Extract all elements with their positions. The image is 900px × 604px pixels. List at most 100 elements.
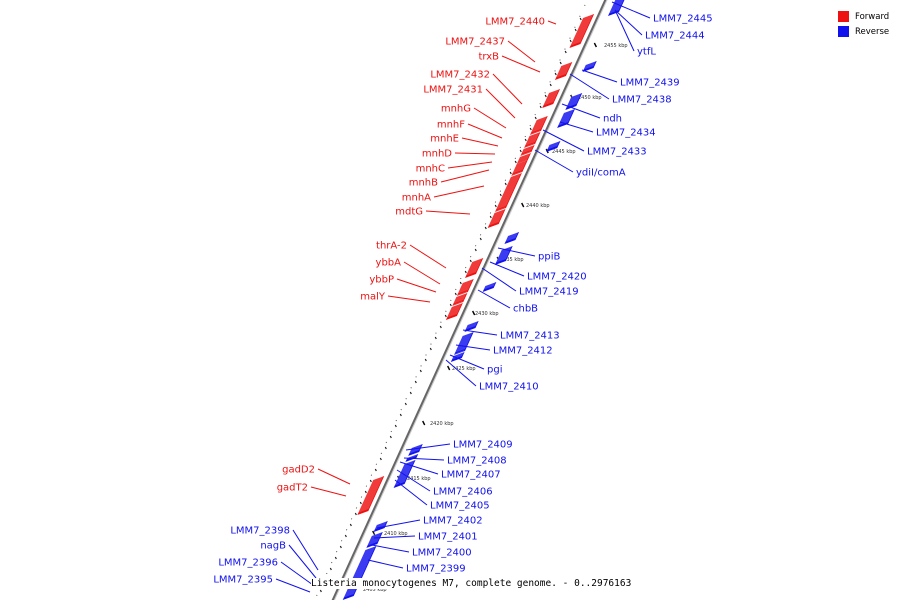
minor-tick: [424, 358, 427, 362]
tick-label: 2455 kbp: [604, 43, 628, 49]
gene-label: LMM7_2410: [479, 382, 539, 393]
reverse-swatch: [838, 26, 849, 37]
forward-gene-block: [456, 277, 474, 296]
tick-mark: [422, 420, 426, 426]
minor-tick: [564, 50, 567, 54]
minor-tick: [359, 501, 362, 505]
gene-label-group: LMM7_2413: [462, 329, 560, 342]
forward-gene-block: [569, 12, 595, 48]
gene-label-group: mnhG: [441, 104, 507, 129]
tick-label: 2450 kbp: [578, 95, 602, 101]
minor-tick: [519, 149, 522, 153]
minor-tick: [504, 182, 507, 186]
reverse-gene-block: [408, 442, 423, 456]
gene-label: mnhB: [409, 178, 438, 189]
tick-mark: [472, 310, 476, 316]
gene-label-group: trxB: [478, 52, 541, 73]
forward-gene-block: [464, 256, 484, 278]
gene-label: malY: [360, 292, 386, 303]
minor-tick: [364, 490, 367, 494]
gene-label-group: LMM7_2396: [218, 558, 314, 586]
gene-label-group: LMM7_2402: [376, 516, 483, 529]
gene-label: LMM7_2409: [453, 440, 513, 451]
forward-gene-block: [452, 291, 468, 306]
forward-gene-block: [511, 158, 528, 176]
forward-gene-block: [445, 301, 463, 320]
minor-tick: [554, 72, 557, 76]
gene-label: trxB: [478, 52, 499, 63]
minor-tick: [399, 413, 402, 417]
forward-gene-block: [487, 207, 506, 228]
minor-tick: [339, 545, 342, 549]
gene-label-group: LMM7_2445: [611, 1, 713, 25]
gene-label-group: mnhC: [416, 161, 493, 175]
reverse-gene-block: [464, 319, 479, 332]
minor-tick: [464, 270, 467, 274]
backbone-line: [329, 0, 607, 604]
gene-label: LMM7_2399: [406, 564, 466, 575]
reverse-gene-block: [504, 230, 520, 244]
gene-label-group: nagB: [260, 541, 317, 579]
tick-label: 2415 kbp: [407, 476, 431, 482]
gene-label: LMM7_2405: [430, 501, 490, 512]
gene-label-group: LMM7_2439: [581, 69, 680, 89]
gene-label-group: LMM7_2399: [367, 559, 466, 575]
gene-label-group: ydiI/comA: [534, 149, 626, 179]
gene-label-group: pgi: [449, 354, 502, 376]
tick-mark: [521, 202, 525, 208]
reverse-gene-block: [557, 107, 575, 128]
gene-label: pgi: [487, 365, 502, 376]
gene-label-group: chbB: [477, 289, 538, 315]
legend-forward: Forward: [838, 9, 889, 24]
minor-tick: [319, 589, 322, 593]
gene-label-group: LMM7_2440: [485, 17, 557, 28]
minor-tick: [444, 314, 447, 318]
minor-tick: [429, 347, 432, 351]
gene-label: LMM7_2398: [230, 526, 290, 537]
strand-guide: [312, 0, 588, 604]
gene-label: LMM7_2419: [519, 287, 579, 298]
forward-gene-block: [554, 60, 573, 80]
gene-label: mnhG: [441, 104, 471, 115]
minor-tick: [439, 325, 442, 329]
minor-tick: [369, 479, 372, 483]
gene-label-group: mdtG: [395, 207, 471, 218]
reverse-gene-block: [608, 0, 625, 16]
gene-label: LMM7_2402: [423, 516, 483, 527]
tick-label: 2405 kbp: [363, 587, 387, 593]
forward-gene-block: [529, 114, 548, 135]
gene-label: LMM7_2413: [500, 331, 560, 342]
gene-label-group: mnhD: [422, 149, 496, 160]
minor-tick: [499, 193, 502, 197]
genome-caption: Listeria monocytogenes M7, complete geno…: [311, 578, 632, 589]
tick-label: 2430 kbp: [475, 311, 499, 317]
minor-tick: [349, 523, 352, 527]
gene-label: ybbP: [369, 275, 394, 286]
gene-label: nagB: [260, 541, 286, 552]
minor-tick: [574, 28, 577, 32]
reverse-gene-block: [546, 139, 561, 152]
gene-label: mdtG: [395, 207, 423, 218]
gene-label: thrA-2: [376, 241, 407, 252]
minor-tick: [484, 226, 487, 230]
gene-label: LMM7_2395: [213, 575, 273, 586]
minor-tick: [329, 567, 332, 571]
minor-tick: [354, 512, 357, 516]
gene-label-group: LMM7_2409: [405, 440, 513, 451]
gene-label-group: LMM7_2410: [445, 359, 539, 393]
minor-tick: [529, 127, 532, 131]
gene-label-group: ybbP: [369, 275, 437, 293]
minor-tick: [539, 105, 542, 109]
gene-label-group: LMM7_2412: [455, 344, 553, 357]
tick-mark: [372, 530, 376, 536]
minor-tick: [334, 556, 337, 560]
gene-label: LMM7_2437: [445, 37, 505, 48]
gene-label-group: LMM7_2437: [445, 37, 536, 63]
gene-label-group: gadD2: [282, 465, 351, 485]
minor-tick: [344, 534, 347, 538]
tick-mark: [593, 42, 598, 48]
gene-label-group: thrA-2: [376, 241, 447, 269]
gene-label: LMM7_2439: [620, 78, 680, 89]
gene-label: LMM7_2400: [412, 548, 472, 559]
forward-gene-block: [524, 130, 541, 148]
